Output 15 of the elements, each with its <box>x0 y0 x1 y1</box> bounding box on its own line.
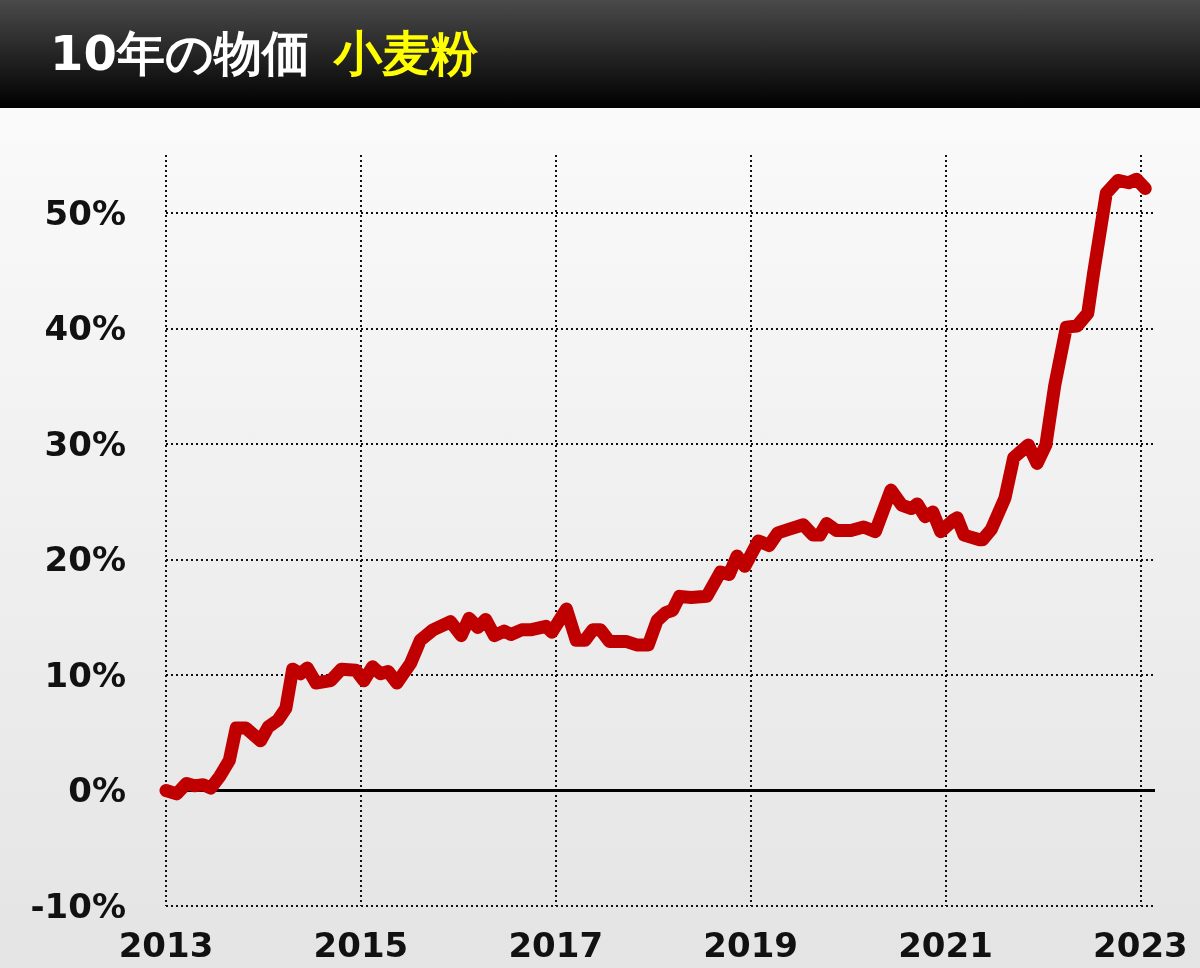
y-tick-label: 50% <box>44 192 126 233</box>
y-tick-label: 40% <box>44 308 126 349</box>
x-tick-label: 2019 <box>703 925 798 965</box>
x-tick-label: 2015 <box>313 925 409 965</box>
chart-subtitle: 小麦粉 <box>333 24 478 83</box>
x-tick-label: 2021 <box>898 925 993 965</box>
x-tick-label: 2023 <box>1093 925 1188 965</box>
y-tick-label: -10% <box>30 886 126 926</box>
y-tick-label: 0% <box>68 770 126 811</box>
x-tick-label: 2017 <box>508 925 604 965</box>
chart-title: 10年の物価 <box>50 24 310 83</box>
y-tick-label: 10% <box>44 654 126 695</box>
y-tick-label: 20% <box>44 539 126 580</box>
x-tick-label: 2013 <box>118 925 214 965</box>
y-tick-label: 30% <box>44 423 126 464</box>
